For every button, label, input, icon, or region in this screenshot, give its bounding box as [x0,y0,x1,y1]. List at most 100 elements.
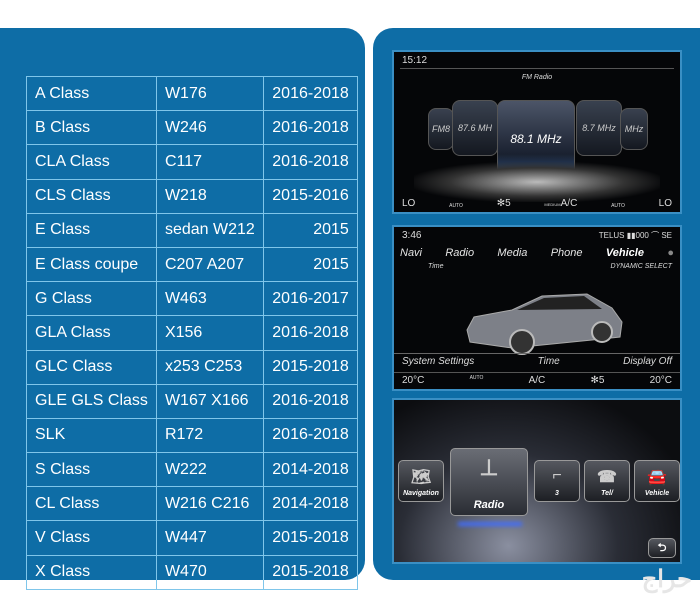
table-row: SLK R172 2016-2018 [26,417,358,454]
chassis-cell: W167 X166 [155,383,264,419]
years-cell: 2016-2018 [262,144,358,180]
ac-button[interactable]: A/C [528,375,546,386]
station-card[interactable]: 8.7 MHz [576,100,622,156]
years-cell: 2015-2018 [262,554,358,590]
table-row: E Class coupe C207 A207 2015 [26,246,358,283]
menu-vehicle[interactable]: Vehicle [605,247,644,259]
table-row: GLA Class X156 2016-2018 [26,315,358,351]
temp-left[interactable]: 20°C [402,375,425,386]
tile-navigation[interactable]: 🗺 Navigation [398,460,444,502]
chassis-cell: W246 [155,110,264,146]
back-icon: ⮌ [657,541,667,554]
chassis-cell: sedan W212 [155,212,264,248]
fan-speed[interactable]: ✻5 [496,198,511,209]
years-cell: 2016-2018 [262,75,358,112]
chassis-cell: X156 [155,315,264,351]
years-cell: 2015-2016 [262,178,358,214]
vehicle-menu-screen: 3:46 TELUS ▮▮000 ⌒ SE Navi Radio Media P… [392,225,682,391]
model-cell: GLA Class [26,315,157,351]
display-off-button[interactable]: Display Off [623,356,672,367]
station-card[interactable]: MHz [620,108,648,150]
settings-dot-icon[interactable]: ● [667,247,674,259]
compatibility-table: A Class W176 2016-2018 B Class W246 2016-2018… [26,75,358,590]
sub-item-dynamic-select[interactable]: DYNAMIC SELECT [610,263,672,270]
years-cell: 2016-2017 [262,281,358,317]
seat-icon: ⌐ [552,467,562,484]
auto-left[interactable]: AUTO [469,375,484,381]
auto-left[interactable]: AUTO [449,203,463,209]
screen-title: FM Radio [521,74,553,81]
model-cell: G Class [26,281,157,317]
years-cell: 2016-2018 [262,110,358,146]
main-menu: Navi Radio Media Phone Vehicle ● [400,247,674,259]
table-row: B Class W246 2016-2018 [26,110,358,146]
model-cell: E Class [26,212,157,248]
table-row: S Class W222 2014-2018 [26,452,358,488]
status-bar: TELUS ▮▮000 ⌒ SE [598,231,672,240]
back-button[interactable]: ⮌ [648,538,676,558]
years-cell: 2015 [262,212,358,248]
tile-vehicle[interactable]: 🚘 Vehicle [634,460,680,502]
fan-icon: ✻ [590,375,599,386]
clock: 3:46 [402,230,422,241]
model-cell: X Class [26,554,157,590]
menu-phone[interactable]: Phone [550,247,583,259]
sub-item-time[interactable]: Time [428,263,444,270]
years-cell: 2016-2018 [262,417,358,454]
chassis-cell: W216 C216 [155,486,264,522]
station-card[interactable]: FM8 [428,108,454,150]
years-cell: 2014-2018 [262,452,358,488]
table-row: G Class W463 2016-2017 [26,281,358,317]
chassis-cell: x253 C253 [155,349,264,385]
table-row: GLE GLS Class W167 X166 2016-2018 [26,383,358,419]
model-cell: CLS Class [26,178,157,214]
table-row: X Class W470 2015-2018 [26,554,358,590]
model-cell: GLC Class [26,349,157,385]
station-card[interactable]: 87.6 MH [452,100,498,156]
table-row: CLS Class W218 2015-2016 [26,178,358,214]
auto-right[interactable]: AUTO [611,203,625,209]
table-row: A Class W176 2016-2018 [26,75,358,112]
menu-navi[interactable]: Navi [400,247,423,259]
temp-right[interactable]: LO [658,198,672,209]
time-button[interactable]: Time [537,356,560,367]
model-cell: V Class [26,520,157,556]
tile-radio[interactable]: ⊥ Radio [450,448,528,516]
ac-button[interactable]: MEDIUMA/C [544,198,578,209]
fan-icon: ✻ [496,198,506,209]
model-cell: CLA Class [26,144,157,180]
climate-bar: 20°C AUTO A/C ✻5 20°C [394,372,680,386]
temp-right[interactable]: 20°C [649,375,672,386]
tile-tel[interactable]: ☎ Tel/ [584,460,630,502]
fan-speed[interactable]: ✻5 [590,375,605,386]
table-row: GLC Class x253 C253 2015-2018 [26,349,358,385]
model-cell: SLK [26,417,157,454]
clock: 15:12 [402,55,428,66]
fm-radio-screen: 15:12 FM Radio FM8 87.6 MH 88.1 MHz 8.7 … [392,50,682,214]
chassis-cell: W222 [155,452,264,488]
years-cell: 2016-2018 [262,383,358,419]
years-cell: 2016-2018 [262,315,358,351]
menu-radio[interactable]: Radio [445,247,475,259]
years-cell: 2014-2018 [262,486,358,522]
years-cell: 2015 [262,246,358,283]
car-image [466,293,623,355]
antenna-icon: ⊥ [479,455,499,480]
chassis-cell: W470 [155,554,264,590]
chassis-cell: W447 [155,520,264,556]
model-cell: B Class [26,110,157,146]
home-tiles-screen: 🗺 Navigation ⊥ Radio ⌐ 3 ☎ Tel/ 🚘 Vehicle ⮌ [392,398,682,564]
system-settings-button[interactable]: System Settings [402,356,475,367]
model-cell: E Class coupe [26,246,157,283]
chassis-cell: R172 [155,417,264,454]
table-row: E Class sedan W212 2015 [26,212,358,248]
climate-bar: LO AUTO ✻5 MEDIUMA/C AUTO LO [394,198,680,209]
chassis-cell: C117 [155,144,264,180]
temp-left[interactable]: LO [402,198,416,209]
compatibility-panel: A Class W176 2016-2018 B Class W246 2016-2018… [0,28,365,590]
table-row: V Class W447 2015-2018 [26,520,358,556]
tile-seat[interactable]: ⌐ 3 [534,460,580,502]
menu-media[interactable]: Media [497,247,528,259]
map-icon: 🗺 [410,469,432,486]
phone-icon: ☎ [597,469,617,486]
